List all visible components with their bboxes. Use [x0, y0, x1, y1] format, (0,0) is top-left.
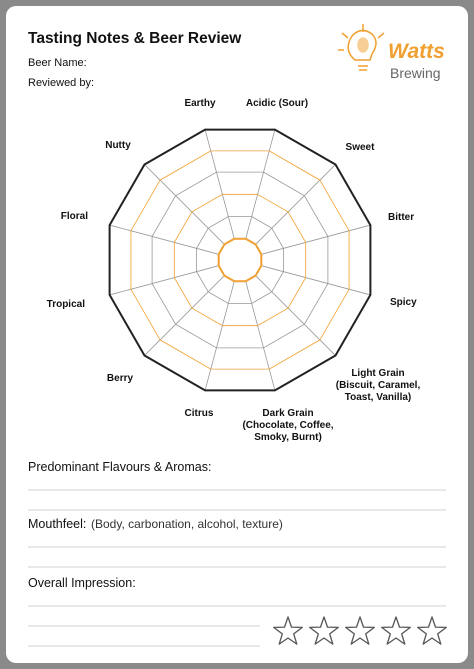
spoke	[261, 224, 371, 255]
spoke	[109, 265, 219, 296]
flavour-label: Spicy	[390, 297, 417, 308]
logo-icon	[338, 24, 385, 71]
flavour-label: (Chocolate, Coffee,	[242, 420, 333, 431]
flavour-label: Nutty	[105, 140, 131, 151]
spoke	[255, 275, 336, 356]
spoke	[255, 164, 336, 245]
spoke	[109, 224, 219, 255]
flavour-label: (Biscuit, Caramel,	[336, 380, 421, 391]
spoke	[245, 129, 276, 239]
spoke	[144, 275, 225, 356]
ring	[130, 150, 350, 370]
flavour-wheel: Earthy Acidic (Sour) Sweet Bitter Spicy Light…	[47, 98, 421, 443]
mouthfeel-hint: (Body, carbonation, alcohol, texture)	[91, 517, 283, 531]
flavour-label: Smoky, Burnt)	[254, 432, 322, 443]
rating-stars	[273, 616, 447, 645]
flavour-label: Dark Grain	[262, 408, 313, 419]
flavour-label: Tropical	[47, 299, 86, 310]
star	[273, 616, 303, 645]
flavour-label: Floral	[61, 211, 88, 222]
card	[6, 6, 468, 663]
write-lines	[28, 489, 446, 647]
logo-sub: Brewing	[390, 65, 441, 81]
ring	[108, 128, 372, 392]
reviewed-by: Reviewed by:	[28, 77, 94, 89]
flavour-label: Bitter	[388, 212, 414, 223]
flavour-label: Toast, Vanilla)	[345, 392, 412, 403]
impression-label: Overall Impression:	[28, 576, 136, 590]
ring	[173, 193, 307, 327]
flavour-label: Berry	[107, 373, 134, 384]
spoke	[144, 164, 225, 245]
star	[381, 616, 411, 645]
spoke	[204, 281, 235, 391]
flavours-label: Predominant Flavours & Aromas:	[28, 460, 211, 474]
ring	[151, 171, 329, 349]
flavour-label: Citrus	[185, 408, 214, 419]
flavour-label: Earthy	[184, 98, 216, 109]
flavour-label: Light Grain	[351, 368, 404, 379]
star	[345, 616, 375, 645]
star	[417, 616, 447, 645]
spoke	[245, 281, 276, 391]
star	[309, 616, 339, 645]
spoke	[261, 265, 371, 296]
title: Tasting Notes & Beer Review	[28, 30, 242, 47]
beer-name: Beer Name:	[28, 57, 87, 69]
ring	[196, 216, 284, 304]
mouthfeel-label: Mouthfeel:	[28, 517, 86, 531]
flavour-label: Sweet	[346, 142, 376, 153]
spoke	[204, 129, 235, 239]
ring	[217, 237, 263, 283]
flavour-label: Acidic (Sour)	[246, 98, 308, 109]
logo-brand: Watts	[388, 40, 445, 63]
